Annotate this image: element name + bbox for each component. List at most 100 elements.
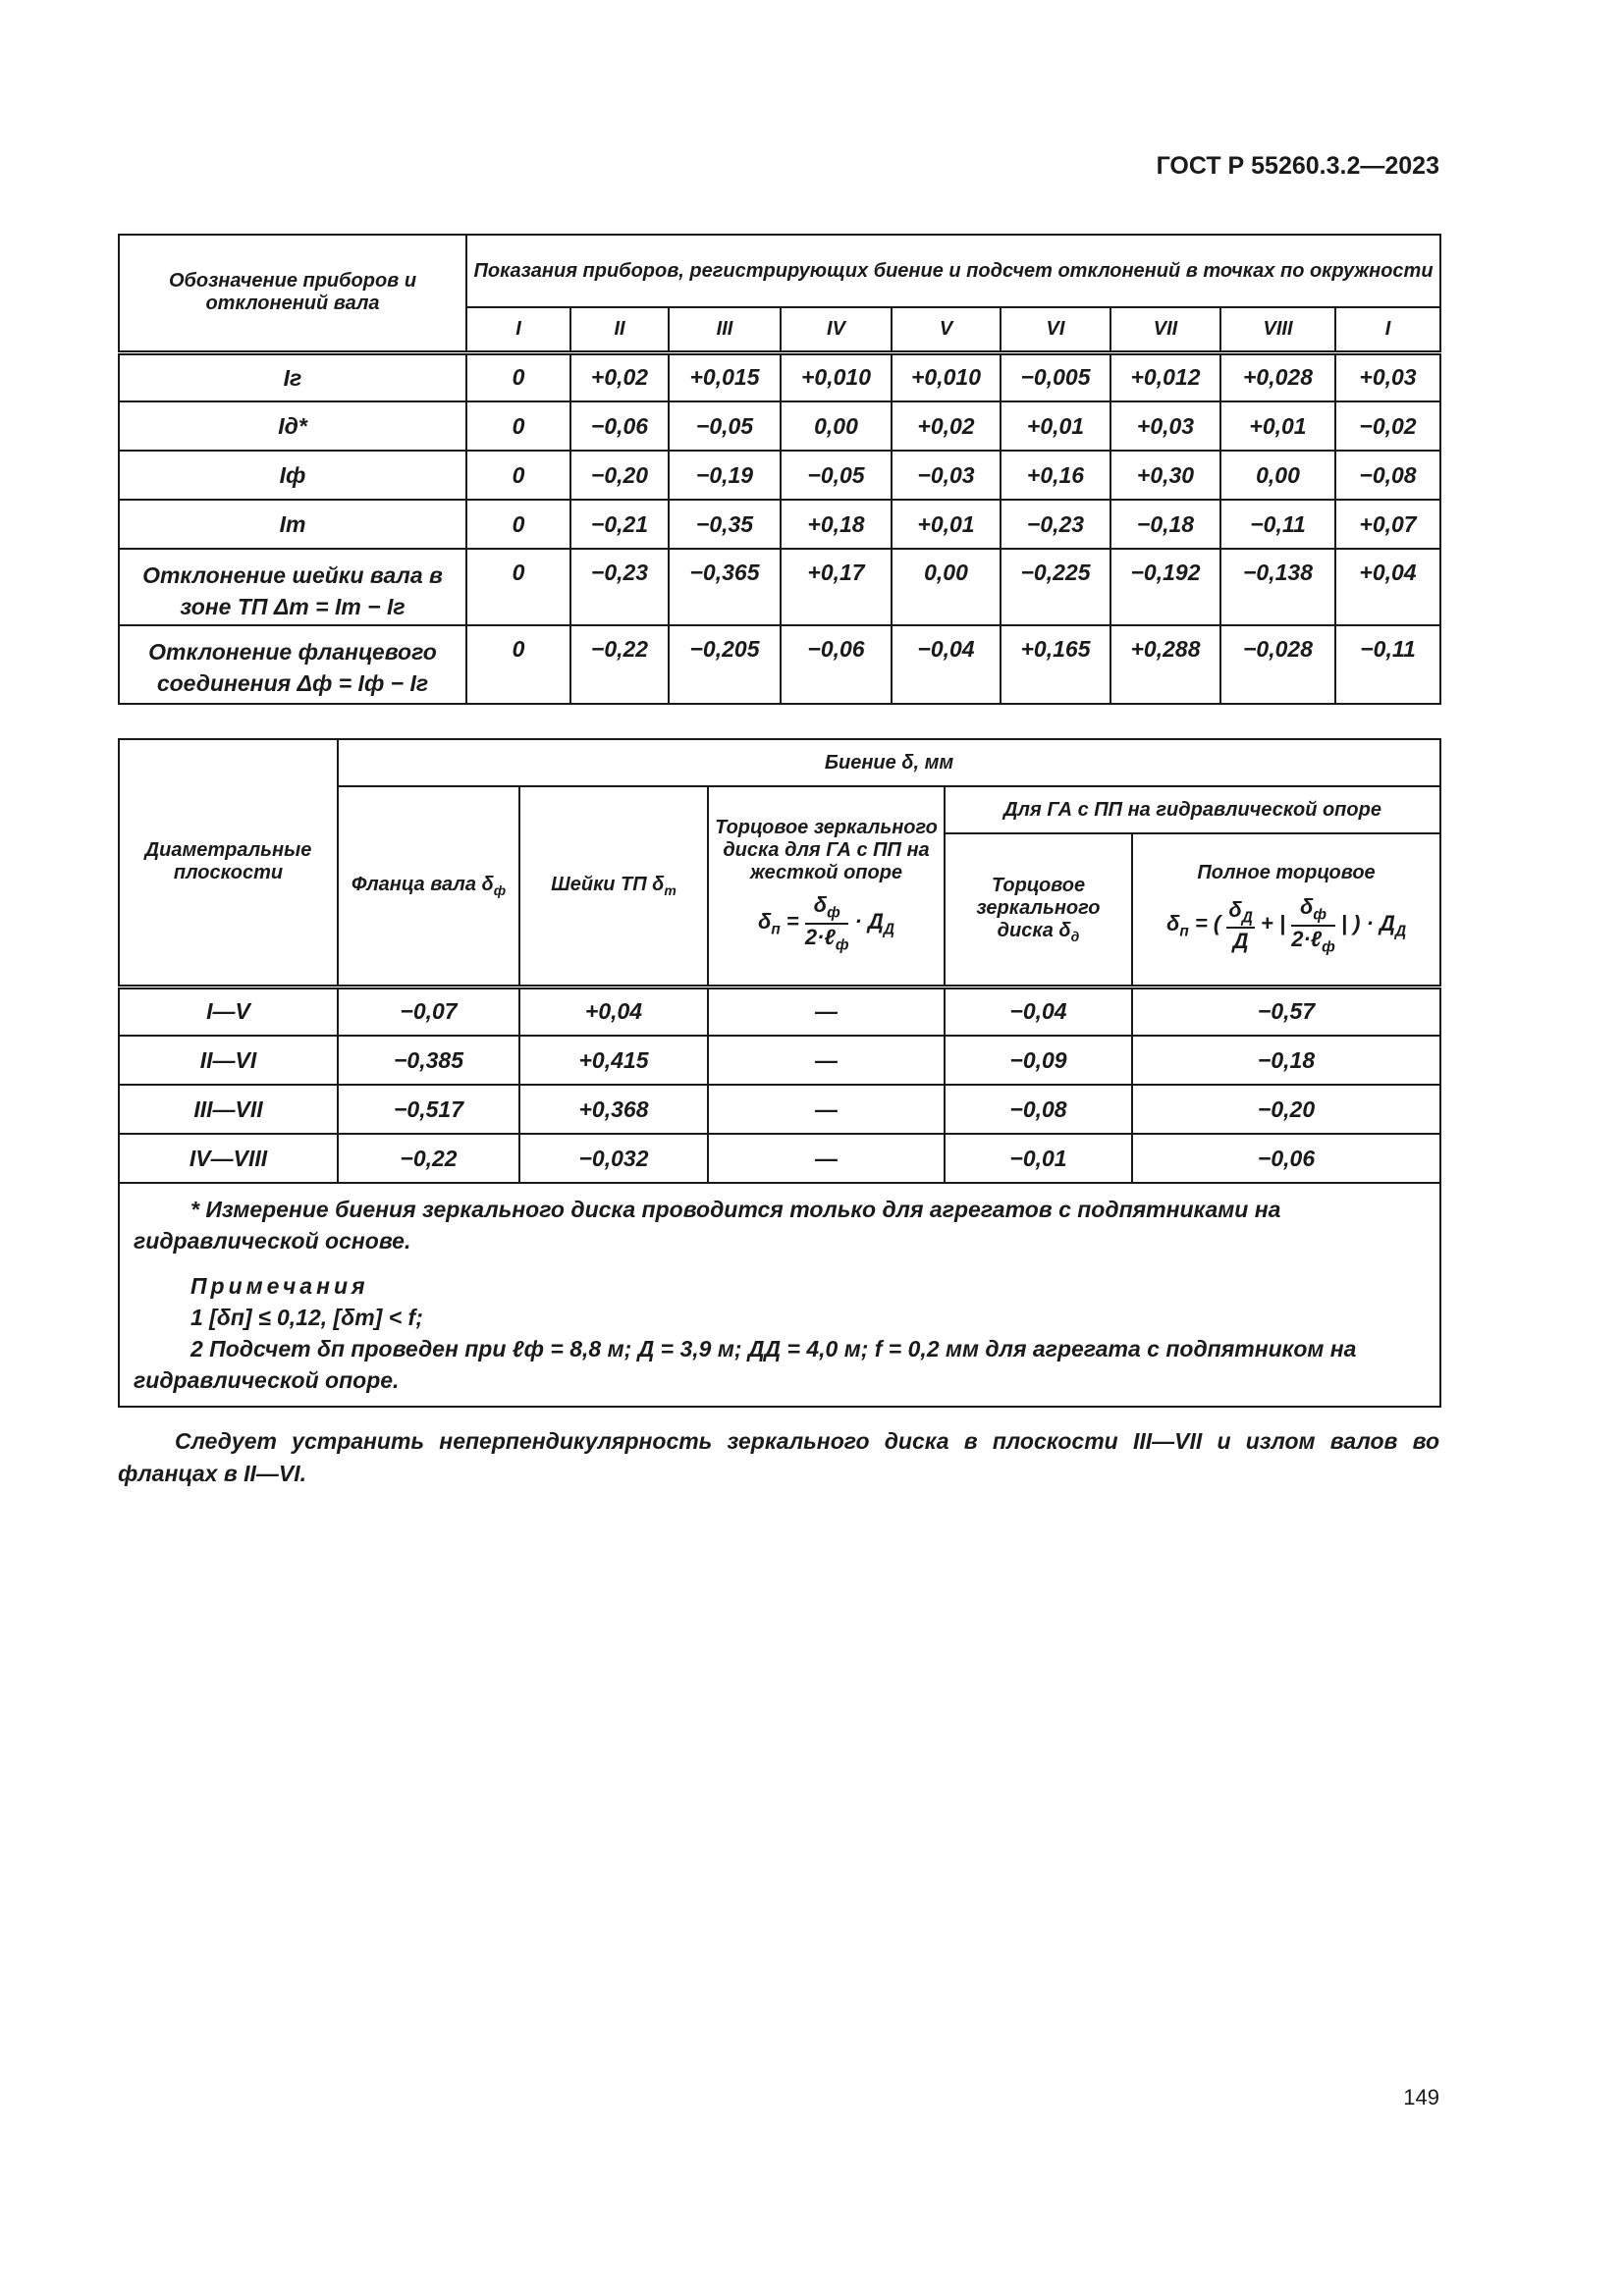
reading-cell: +0,01 <box>891 499 1001 550</box>
mirror-cell: −0,04 <box>944 984 1133 1037</box>
reading-cell: −0,05 <box>780 450 893 501</box>
reading-cell: −0,05 <box>668 400 782 452</box>
reading-cell: 0,00 <box>780 400 893 452</box>
reading-cell: +0,30 <box>1110 450 1221 501</box>
formula-rigid: δп = δф 2·ℓф · ДД <box>757 892 895 954</box>
reading-cell: +0,03 <box>1333 349 1442 402</box>
reading-cell: +0,16 <box>1000 450 1111 501</box>
table-row: IV—VIII −0,22 −0,032— −0,01 −0,06 <box>118 1133 1442 1184</box>
runout-table: Диаметральные плоскости Биение δ, мм Фла… <box>117 738 1442 1408</box>
reading-cell: +0,01 <box>1000 400 1111 452</box>
reading-cell: −0,225 <box>1000 548 1111 626</box>
reading-cell: −0,028 <box>1219 624 1336 705</box>
table-row: Iг 0 +0,02 +0,015 +0,010 +0,010 −0,005 +0,012 +0… <box>118 349 1442 402</box>
point-header: I <box>1333 306 1442 353</box>
row-label: Iд* <box>118 400 467 452</box>
conclusion-text: Следует устранить неперпендикулярность з… <box>118 1428 1439 1486</box>
full-cell: −0,57 <box>1130 984 1442 1037</box>
reading-cell: 0 <box>465 624 571 705</box>
reading-cell: −0,365 <box>668 548 782 626</box>
reading-cell: +0,010 <box>780 349 893 402</box>
mirror-cell: −0,08 <box>944 1084 1133 1135</box>
table-row: Отклонение шейки вала в зоне ТП Δm = Im … <box>118 548 1442 626</box>
reading-cell: −0,005 <box>1000 349 1111 402</box>
flange-cell: −0,07 <box>337 984 520 1037</box>
reading-cell: −0,23 <box>1000 499 1111 550</box>
reading-cell: −0,205 <box>668 624 782 705</box>
mirror-cell: −0,09 <box>944 1035 1133 1086</box>
reading-cell: +0,03 <box>1110 400 1221 452</box>
reading-cell: +0,288 <box>1110 624 1221 705</box>
group-header-runout: Биение δ, мм <box>336 738 1442 787</box>
reading-cell: +0,07 <box>1333 499 1442 550</box>
col-header-full: Полное торцовое δп = ( δД Д + | δф 2·ℓф | … <box>1130 832 1442 988</box>
formula-full: δп = ( δД Д + | δф 2·ℓф | ) · ДД <box>1165 894 1407 956</box>
document-code: ГОСТ Р 55260.3.2—2023 <box>1156 152 1439 180</box>
flange-cell: −0,22 <box>337 1133 520 1184</box>
reading-cell: −0,22 <box>569 624 670 705</box>
reading-cell: 0,00 <box>1219 450 1336 501</box>
reading-cell: −0,20 <box>569 450 670 501</box>
reading-cell: +0,04 <box>1333 548 1442 626</box>
reading-cell: 0,00 <box>891 548 1001 626</box>
reading-cell: +0,028 <box>1219 349 1336 402</box>
point-header: VIII <box>1219 306 1336 353</box>
rigid-cell: — <box>707 1133 946 1184</box>
table-row: Im 0 −0,21 −0,35 +0,18 +0,01 −0,23 −0,18 −0,11 +0… <box>118 499 1442 550</box>
flange-cell: −0,385 <box>337 1035 520 1086</box>
reading-cell: −0,18 <box>1110 499 1221 550</box>
neck-cell: +0,415 <box>518 1035 709 1086</box>
reading-cell: −0,11 <box>1219 499 1336 550</box>
point-header: IV <box>780 306 893 353</box>
reading-cell: 0 <box>465 400 571 452</box>
row-label: Iф <box>118 450 467 501</box>
neck-cell: +0,04 <box>518 984 709 1037</box>
table-row: III—VII −0,517 +0,368— −0,08 −0,20 <box>118 1084 1442 1135</box>
flange-cell: −0,517 <box>337 1084 520 1135</box>
rigid-cell: — <box>707 984 946 1037</box>
point-header: VII <box>1110 306 1221 353</box>
rigid-cell: — <box>707 1084 946 1135</box>
reading-cell: +0,02 <box>891 400 1001 452</box>
reading-cell: −0,35 <box>668 499 782 550</box>
col-header-designation: Обозначение приборов и отклонений вала <box>118 234 467 353</box>
note-2: 2 Подсчет δп проведен при ℓф = 8,8 м; Д … <box>134 1336 1357 1393</box>
point-header: V <box>891 306 1001 353</box>
neck-cell: −0,032 <box>518 1133 709 1184</box>
table-row: I—V −0,07 +0,04— −0,04 −0,57 <box>118 984 1442 1037</box>
note-1: 1 [δп] ≤ 0,12, [δm] < f; <box>190 1305 423 1330</box>
table-row: II—VI −0,385 +0,415— −0,09 −0,18 <box>118 1035 1442 1086</box>
group-header-readings: Показания приборов, регистрирующих биени… <box>464 234 1442 308</box>
reading-cell: −0,21 <box>569 499 670 550</box>
point-header: I <box>465 306 571 353</box>
reading-cell: −0,04 <box>891 624 1001 705</box>
notes-title: Примечания <box>190 1273 369 1299</box>
reading-cell: −0,19 <box>668 450 782 501</box>
table-row: Iф 0 −0,20 −0,19 −0,05 −0,03 +0,16 +0,30 0,00 −0,… <box>118 450 1442 501</box>
page-number: 149 <box>1403 2085 1439 2109</box>
reading-cell: −0,138 <box>1219 548 1336 626</box>
reading-cell: +0,010 <box>891 349 1001 402</box>
row-label: Отклонение фланцевого соединения Δф = Iф… <box>118 624 467 705</box>
rigid-cell: — <box>707 1035 946 1086</box>
plane-cell: I—V <box>118 984 339 1037</box>
col-header-planes: Диаметральные плоскости <box>118 738 339 988</box>
reading-cell: −0,192 <box>1110 548 1221 626</box>
reading-cell: +0,17 <box>780 548 893 626</box>
reading-cell: +0,01 <box>1219 400 1336 452</box>
reading-cell: 0 <box>465 548 571 626</box>
reading-cell: +0,015 <box>668 349 782 402</box>
mirror-cell: −0,01 <box>944 1133 1133 1184</box>
reading-cell: −0,08 <box>1333 450 1442 501</box>
plane-cell: III—VII <box>118 1084 339 1135</box>
footnote: * Измерение биения зеркального диска про… <box>134 1197 1281 1254</box>
row-label: Iг <box>118 349 467 402</box>
reading-cell: +0,012 <box>1110 349 1221 402</box>
point-header: VI <box>1000 306 1111 353</box>
full-cell: −0,06 <box>1130 1133 1442 1184</box>
reading-cell: −0,11 <box>1333 624 1442 705</box>
notes-cell: * Измерение биения зеркального диска про… <box>117 1182 1442 1408</box>
reading-cell: +0,18 <box>780 499 893 550</box>
reading-cell: 0 <box>465 499 571 550</box>
plane-cell: IV—VIII <box>118 1133 339 1184</box>
